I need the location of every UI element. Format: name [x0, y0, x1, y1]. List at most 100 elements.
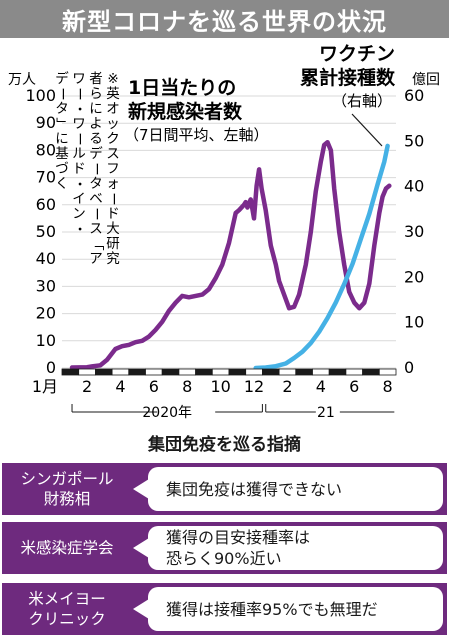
month-cell [295, 368, 313, 376]
month-cell [211, 368, 230, 376]
month-cell [228, 368, 247, 376]
source-note-char: 英 [106, 85, 120, 102]
new-cases-note: （7日間平均、左軸） [124, 126, 269, 144]
source-note-char: ー [88, 207, 104, 221]
source-note-char: 大 [106, 221, 120, 237]
source-note-char: タ [55, 101, 69, 117]
source-note-char: る [89, 131, 103, 147]
source-note-char: ワ [72, 71, 86, 87]
source-note-char: ォ [106, 176, 120, 192]
year-label-bg [315, 403, 340, 421]
source-note-char: ベ [89, 191, 103, 207]
month-cell [278, 368, 297, 376]
speaker-label: 米メイヨー クリニック [28, 590, 106, 628]
source-note-char: 研 [106, 236, 120, 252]
right-tick-label: 60 [404, 86, 424, 105]
source-note-char: デ [89, 145, 103, 162]
new-cases-line [69, 139, 392, 370]
source-note-char: 「 [88, 237, 104, 251]
left-tick-label: 90 [36, 113, 56, 132]
header-bar: 新型コロナを巡る世界の状況 [0, 0, 449, 38]
left-tick-label: 80 [36, 140, 56, 159]
source-note-char: 」 [54, 117, 70, 131]
opinion-text: 獲得は接種率95%でも無理だ [148, 587, 443, 631]
source-note-char: よ [89, 116, 103, 132]
source-note-char: ・ [71, 222, 87, 236]
year-label-bg [157, 403, 216, 421]
x-tick-label: 4 [316, 377, 326, 396]
month-cell [345, 368, 363, 376]
month-cell [145, 368, 163, 376]
month-cell [78, 368, 96, 376]
vaccine-note: （右軸） [332, 92, 392, 110]
source-note-char: ー [54, 87, 70, 101]
month-cell [128, 368, 146, 376]
right-tick-label: 30 [404, 222, 424, 241]
month-cell [328, 368, 347, 376]
left-tick-label: 60 [36, 195, 56, 214]
x-tick-label: 2 [82, 377, 92, 396]
left-tick-label: 40 [36, 249, 56, 268]
month-cell [362, 368, 380, 376]
left-tick-label: 0 [46, 358, 56, 377]
year-label: 21 [317, 405, 335, 421]
source-note-char: ー [105, 192, 121, 206]
new-cases-label: 1日当たりの [128, 76, 236, 99]
left-axis-unit: 万人 [8, 72, 36, 88]
page-title: 新型コロナを巡る世界の状況 [62, 7, 387, 36]
source-note-char: ・ [71, 102, 87, 116]
new-cases-label: 新規感染者数 [128, 100, 243, 123]
source-note-char: ン [72, 206, 86, 222]
right-tick-label: 0 [404, 358, 414, 377]
x-tick-label: 2 [282, 377, 292, 396]
source-note-char: づ [55, 161, 69, 177]
source-note-char: ス [89, 221, 103, 237]
month-cell [312, 368, 330, 376]
x-tick-label: 12 [244, 377, 264, 396]
source-note-char: 究 [106, 251, 120, 267]
month-cell [95, 368, 113, 376]
source-note-char: ド [72, 161, 86, 177]
x-tick-label: 6 [149, 377, 159, 396]
source-note-char: ッ [106, 116, 120, 132]
pointer-arrow [133, 599, 149, 619]
left-tick-label: 10 [36, 331, 56, 350]
source-note-char: ド [106, 206, 120, 222]
right-axis-unit: 億回 [412, 72, 440, 88]
source-note-char: フ [106, 161, 120, 177]
source-note-char: ー [88, 162, 104, 176]
source-note-char: ク [106, 131, 120, 147]
source-note-char: イ [72, 191, 86, 207]
month-cell [261, 368, 280, 376]
vaccine-leader-line [351, 113, 383, 147]
source-note-char: 基 [55, 145, 69, 162]
x-tick-label: 1月 [32, 377, 58, 396]
opinion-text: 集団免疫は獲得できない [148, 467, 443, 511]
month-cell [378, 368, 397, 376]
source-note-char: く [55, 176, 69, 192]
x-tick-label: 4 [115, 377, 125, 396]
x-tick-label: 8 [182, 377, 192, 396]
source-note-char: ワ [72, 116, 86, 132]
opinion-row-singapore: シンガポール 財務相 集団免疫は獲得できない [2, 463, 447, 515]
right-tick-label: 10 [404, 313, 424, 332]
right-tick-label: 50 [404, 131, 424, 150]
left-tick-label: 50 [36, 222, 56, 241]
right-tick-label: 20 [404, 267, 424, 286]
source-note-char: タ [89, 176, 103, 192]
opinion-text: 獲得の目安接種率は 恐らく90%近い [148, 526, 443, 570]
x-tick-label: 6 [349, 377, 359, 396]
month-cell [195, 368, 213, 376]
month-cell [178, 368, 196, 376]
source-note-char: 者 [89, 71, 103, 87]
vaccine-label: 累計接種数 [300, 66, 396, 89]
vaccine-doses-line [253, 143, 390, 371]
x-tick-label: 8 [383, 377, 393, 396]
opinion-row-mayo: 米メイヨー クリニック 獲得は接種率95%でも無理だ [2, 583, 447, 635]
source-note-char: ル [72, 146, 86, 162]
speaker-label: 米感染症学会 [20, 539, 114, 557]
source-note-char: ー [71, 87, 87, 101]
source-note-char: に [89, 101, 103, 117]
left-tick-label: 20 [36, 304, 56, 323]
